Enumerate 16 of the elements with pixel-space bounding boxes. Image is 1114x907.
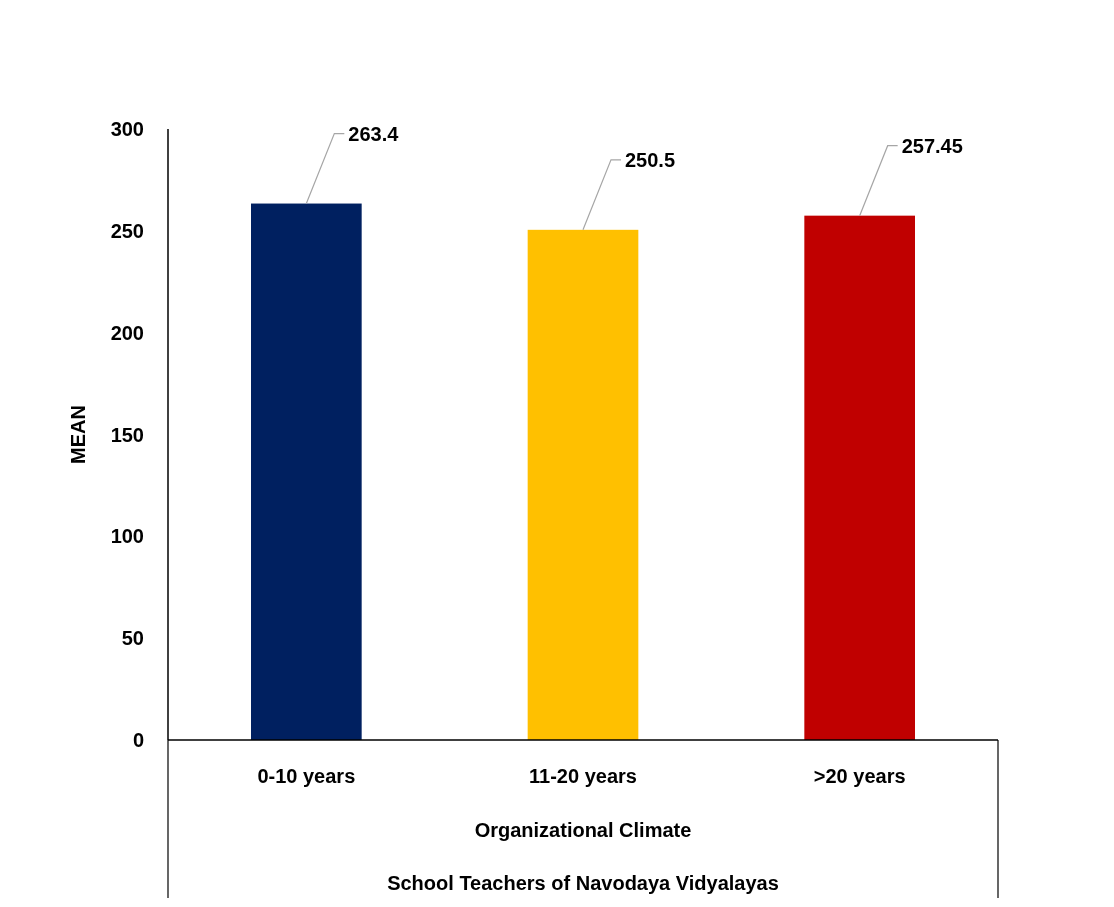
data-label: 263.4 <box>348 122 400 145</box>
data-label: 257.45 <box>901 134 963 157</box>
y-tick-label: 50 <box>121 627 144 650</box>
y-tick-label: 100 <box>110 525 144 548</box>
x-tick-label: >20 years <box>813 765 906 787</box>
y-tick-label: 300 <box>110 118 144 140</box>
y-tick-label: 250 <box>110 219 144 242</box>
text: School Teachers of Navodaya Vidyalayas <box>387 872 779 894</box>
x-tick-label: 0-10 years <box>257 765 356 787</box>
y-tick-label: 0 <box>132 729 144 751</box>
y-tick-label: 200 <box>110 321 144 344</box>
y-tick-label: 150 <box>110 423 144 446</box>
x-axis-title: Organizational Climate <box>474 819 692 841</box>
y-axis-title: MEAN <box>67 405 89 464</box>
x-tick-label: 11-20 years <box>529 765 637 787</box>
data-label: 250.5 <box>625 148 676 171</box>
